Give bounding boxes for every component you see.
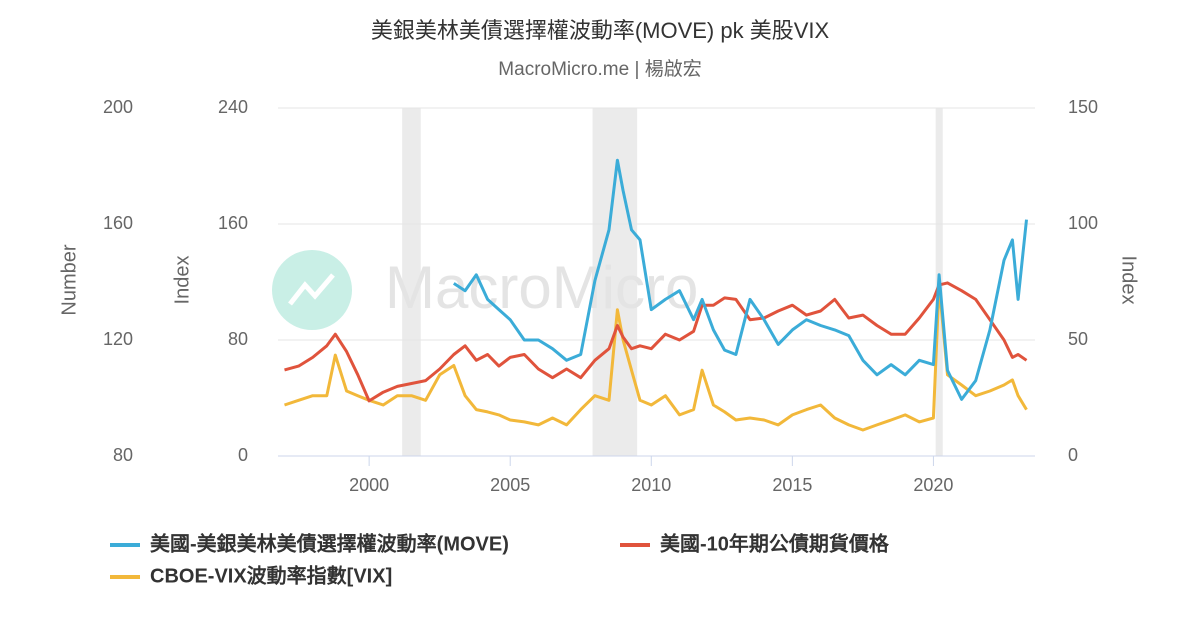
x-tick-label: 2010 (631, 475, 671, 495)
series-line (284, 283, 1028, 432)
y3-tick-label: 0 (1068, 445, 1078, 465)
y2-tick-label: 160 (218, 213, 248, 233)
legend-label: 美國-美銀美林美債選擇權波動率(MOVE) (150, 531, 509, 555)
y3-axis-title: Index (1118, 256, 1140, 305)
x-tick-label: 2000 (349, 475, 389, 495)
y-tick-label: 200 (103, 97, 133, 117)
y2-tick-label: 0 (238, 445, 248, 465)
y-tick-label: 160 (103, 213, 133, 233)
series-line (452, 158, 1028, 401)
y-tick-label: 120 (103, 329, 133, 349)
y-axis-title: Number (58, 244, 80, 315)
y3-tick-label: 50 (1068, 329, 1088, 349)
watermark-logo-mark (288, 273, 335, 306)
series-line (284, 281, 1028, 403)
x-tick-label: 2005 (490, 475, 530, 495)
legend-label: 美國-10年期公債期貨價格 (660, 531, 890, 555)
y-tick-label: 80 (113, 445, 133, 465)
y3-tick-label: 150 (1068, 97, 1098, 117)
y2-tick-label: 240 (218, 97, 248, 117)
legend-label: CBOE-VIX波動率指數[VIX] (150, 563, 392, 587)
x-tick-label: 2015 (772, 475, 812, 495)
y2-axis-title: Index (171, 256, 193, 305)
recession-band (402, 108, 421, 456)
y3-tick-label: 100 (1068, 213, 1098, 233)
chart-title: 美銀美林美債選擇權波動率(MOVE) pk 美股VIX (371, 18, 830, 43)
y2-tick-label: 80 (228, 329, 248, 349)
chart-subtitle: MacroMicro.me | 楊啟宏 (498, 58, 701, 80)
watermark: MacroMicro (385, 254, 698, 321)
x-tick-label: 2020 (913, 475, 953, 495)
